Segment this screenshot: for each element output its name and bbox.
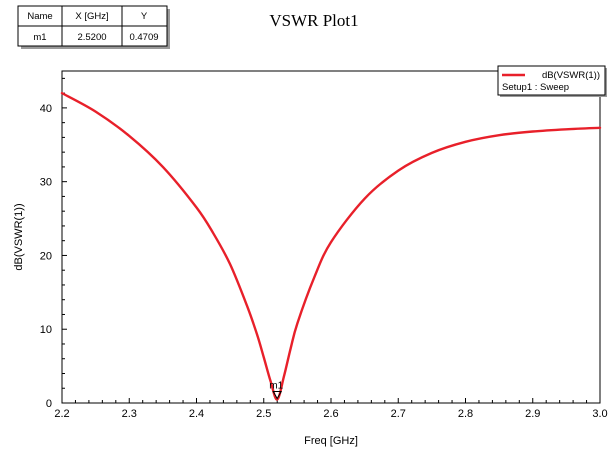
- marker-table-header-x: X [GHz]: [75, 11, 108, 22]
- x-axis-title: Freq [GHz]: [304, 435, 358, 447]
- chart-title: VSWR Plot1: [269, 11, 358, 30]
- marker-table-header-name: Name: [27, 11, 52, 22]
- x-tick-label: 2.2: [54, 408, 69, 420]
- x-tick-label: 2.3: [122, 408, 137, 420]
- y-tick-label: 40: [40, 103, 52, 115]
- y-tick-label: 20: [40, 250, 52, 262]
- y-tick-label: 0: [46, 398, 52, 410]
- marker-triangle: [272, 391, 283, 400]
- x-tick-label: 2.6: [323, 408, 338, 420]
- series-line-vswr: [60, 91, 602, 401]
- legend-subtitle: Setup1 : Sweep: [502, 82, 569, 93]
- x-axis: 2.2 2.3 2.4 2.5 2.6 2.7 2.8 2.9 3.0: [54, 398, 608, 420]
- marker-table-cell-y: 0.4709: [129, 32, 158, 43]
- y-axis-title: dB(VSWR(1)): [13, 203, 25, 270]
- series-layer: [60, 91, 602, 401]
- marker-layer: m1: [269, 381, 284, 400]
- legend: dB(VSWR(1)) Setup1 : Sweep: [497, 65, 607, 97]
- x-tick-label: 2.7: [391, 408, 406, 420]
- x-tick-label: 2.9: [525, 408, 540, 420]
- legend-entry: dB(VSWR(1)): [542, 70, 600, 81]
- x-tick-label: 2.4: [189, 408, 204, 420]
- marker-table-header-y: Y: [141, 11, 148, 22]
- marker-table-cell-name: m1: [33, 32, 46, 43]
- marker-label: m1: [269, 381, 283, 392]
- y-tick-label: 30: [40, 177, 52, 189]
- x-tick-label: 3.0: [592, 408, 607, 420]
- x-tick-label: 2.5: [256, 408, 271, 420]
- legend-box: [497, 65, 606, 96]
- y-axis: 0 10 20 30 40: [40, 77, 67, 410]
- y-tick-label: 10: [40, 324, 52, 336]
- marker-table: Name X [GHz] Y m1 2.5200 0.4709: [17, 5, 170, 49]
- marker-table-cell-x: 2.5200: [77, 32, 106, 43]
- x-tick-label: 2.8: [458, 408, 473, 420]
